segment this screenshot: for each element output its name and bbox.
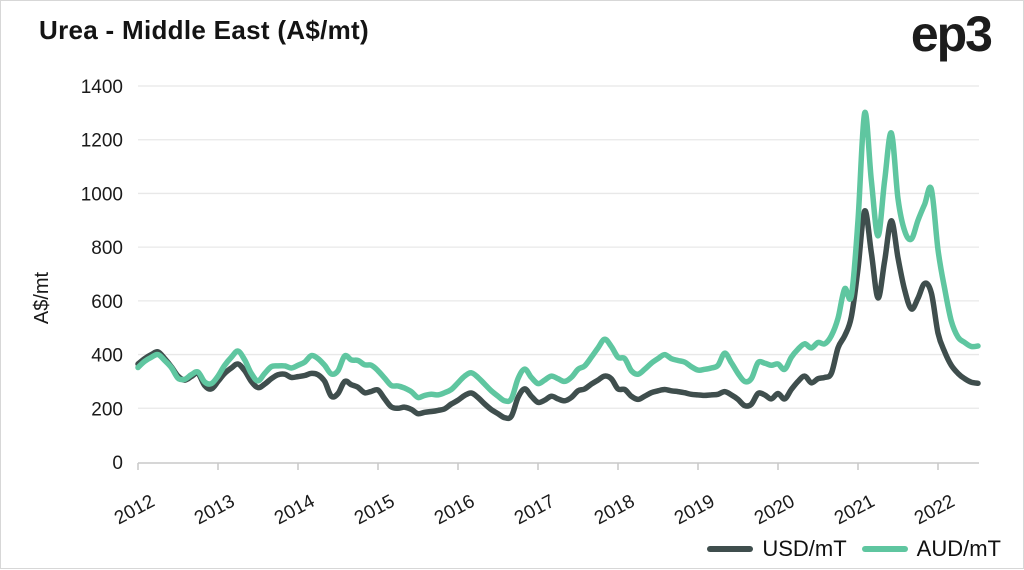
- series-line-usd-mt: [135, 208, 981, 422]
- y-tick-label: 200: [91, 399, 123, 420]
- usd-legend-swatch-icon: [707, 546, 754, 552]
- x-tick-label: 2016: [431, 491, 478, 529]
- y-tick-label: 600: [91, 292, 123, 313]
- x-tick-label: 2022: [911, 491, 958, 529]
- y-tick-label: 1000: [81, 184, 123, 205]
- x-tick-label: 2021: [831, 491, 878, 529]
- y-tick-label: 1400: [81, 77, 123, 98]
- y-tick-label: 1200: [81, 131, 123, 152]
- usd-legend-label: USD/mT: [762, 536, 847, 561]
- x-tick-label: 2019: [671, 491, 718, 529]
- aud-legend-swatch-icon: [861, 546, 908, 552]
- aud-legend-label: AUD/mT: [916, 536, 1001, 561]
- y-axis-title: A$/mt: [31, 271, 53, 324]
- x-tick-label: 2015: [351, 491, 398, 529]
- ep3-logo: ep3: [910, 6, 993, 62]
- x-tick-label: 2012: [111, 491, 158, 529]
- x-tick-label: 2017: [511, 491, 558, 529]
- chart-title: Urea - Middle East (A$/mt): [39, 15, 369, 45]
- x-tick-label: 2013: [191, 491, 238, 529]
- y-tick-label: 0: [112, 453, 123, 474]
- x-tick-label: 2014: [271, 491, 319, 530]
- y-tick-label: 400: [91, 346, 123, 367]
- series-line-aud-mt: [135, 109, 981, 405]
- x-tick-label: 2020: [751, 491, 798, 529]
- x-tick-label: 2018: [591, 491, 638, 529]
- y-tick-label: 800: [91, 238, 123, 259]
- chart-legend: USD/mT AUD/mT: [707, 536, 1007, 562]
